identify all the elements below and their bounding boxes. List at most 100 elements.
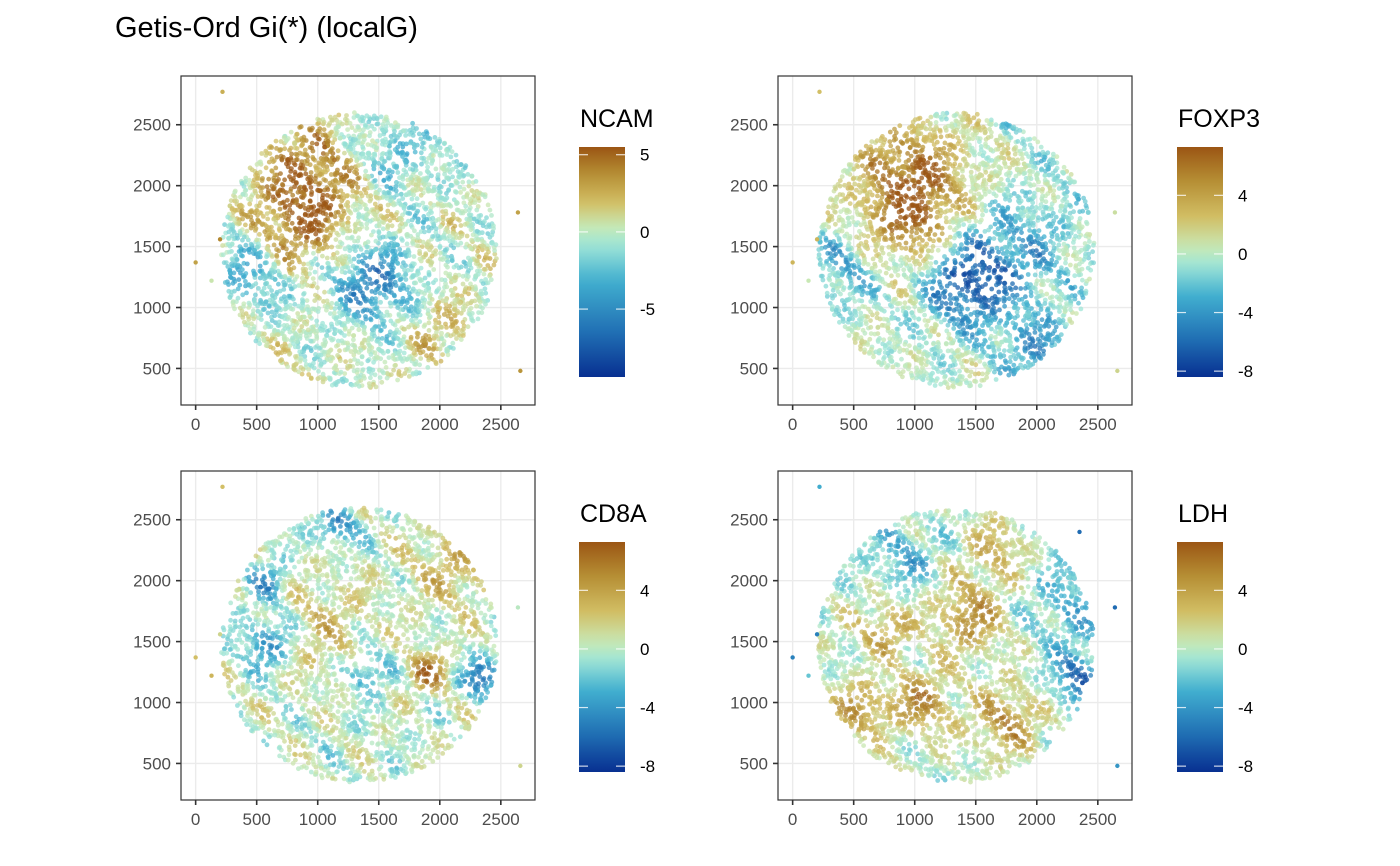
data-point bbox=[225, 264, 231, 269]
data-point bbox=[275, 340, 280, 346]
data-point bbox=[239, 204, 245, 209]
data-point bbox=[325, 139, 331, 144]
data-point bbox=[269, 332, 275, 338]
data-point bbox=[420, 200, 426, 206]
data-point bbox=[363, 215, 369, 221]
data-point bbox=[910, 209, 916, 215]
data-point bbox=[357, 226, 363, 232]
data-point bbox=[357, 155, 362, 161]
data-point bbox=[440, 257, 445, 262]
data-point bbox=[403, 169, 409, 175]
data-point bbox=[290, 242, 296, 247]
data-point bbox=[398, 356, 404, 362]
data-point bbox=[355, 140, 361, 146]
data-point bbox=[298, 124, 304, 130]
data-point bbox=[461, 186, 467, 192]
data-point bbox=[469, 173, 475, 179]
data-point bbox=[322, 289, 327, 295]
data-point bbox=[305, 158, 310, 164]
data-point bbox=[299, 284, 305, 289]
data-point bbox=[411, 273, 417, 278]
data-point bbox=[412, 142, 418, 148]
data-point bbox=[345, 223, 351, 229]
data-point bbox=[445, 352, 451, 358]
data-point bbox=[253, 172, 258, 178]
data-point bbox=[386, 190, 392, 196]
data-point bbox=[344, 157, 350, 163]
data-point bbox=[356, 235, 361, 241]
data-point bbox=[361, 260, 366, 266]
data-point bbox=[320, 198, 325, 204]
data-point bbox=[239, 267, 245, 272]
data-point bbox=[482, 194, 488, 200]
data-point bbox=[305, 261, 311, 267]
data-point bbox=[466, 291, 471, 297]
data-point bbox=[404, 367, 409, 372]
data-point bbox=[403, 304, 408, 310]
data-point bbox=[312, 219, 318, 225]
data-point bbox=[263, 281, 268, 287]
data-point bbox=[1016, 236, 1022, 242]
colorbar-label: -5 bbox=[640, 300, 655, 319]
data-point bbox=[388, 174, 393, 179]
data-point bbox=[332, 255, 338, 261]
data-point bbox=[225, 214, 231, 220]
data-point bbox=[423, 288, 429, 293]
data-point bbox=[327, 131, 332, 137]
data-point bbox=[462, 165, 468, 171]
data-point bbox=[350, 188, 356, 194]
data-point bbox=[438, 358, 444, 364]
data-point bbox=[325, 244, 330, 250]
data-point bbox=[1080, 277, 1085, 283]
data-point bbox=[241, 248, 247, 253]
data-point bbox=[371, 211, 376, 217]
data-point bbox=[400, 150, 406, 156]
data-point bbox=[856, 243, 862, 249]
data-point bbox=[325, 328, 330, 334]
data-point bbox=[272, 313, 278, 319]
data-point bbox=[350, 263, 356, 269]
data-point bbox=[358, 162, 364, 168]
data-point bbox=[241, 234, 247, 240]
data-point bbox=[349, 382, 355, 388]
data-point bbox=[341, 195, 346, 201]
data-point bbox=[341, 179, 347, 184]
data-point bbox=[397, 132, 402, 138]
data-point bbox=[413, 280, 419, 286]
data-point bbox=[284, 246, 289, 252]
data-point bbox=[361, 202, 367, 207]
data-point bbox=[349, 234, 355, 240]
data-point bbox=[366, 337, 372, 342]
data-point bbox=[421, 324, 427, 329]
data-point bbox=[331, 365, 337, 371]
data-point bbox=[381, 128, 386, 134]
data-point bbox=[419, 144, 425, 150]
data-point bbox=[303, 245, 309, 251]
data-point bbox=[299, 190, 305, 196]
data-point bbox=[308, 338, 314, 344]
data-point bbox=[369, 232, 374, 238]
data-point bbox=[276, 272, 282, 278]
data-point bbox=[488, 277, 494, 283]
data-point bbox=[432, 135, 438, 140]
data-point bbox=[320, 371, 326, 377]
data-point bbox=[463, 260, 468, 266]
data-point bbox=[431, 280, 436, 286]
data-point bbox=[339, 227, 344, 232]
data-point bbox=[250, 183, 256, 189]
data-point bbox=[335, 261, 341, 267]
data-point bbox=[380, 141, 385, 147]
data-point bbox=[363, 274, 369, 280]
data-point bbox=[231, 217, 237, 223]
data-point bbox=[837, 319, 842, 325]
data-point bbox=[964, 380, 969, 386]
data-point bbox=[311, 250, 316, 256]
x-tick-label: 1500 bbox=[360, 415, 398, 434]
data-point bbox=[342, 326, 348, 332]
data-point bbox=[352, 110, 357, 116]
data-point bbox=[287, 293, 293, 299]
data-point bbox=[433, 226, 439, 232]
data-point bbox=[331, 188, 337, 194]
data-point bbox=[348, 358, 353, 364]
data-point bbox=[316, 352, 322, 358]
